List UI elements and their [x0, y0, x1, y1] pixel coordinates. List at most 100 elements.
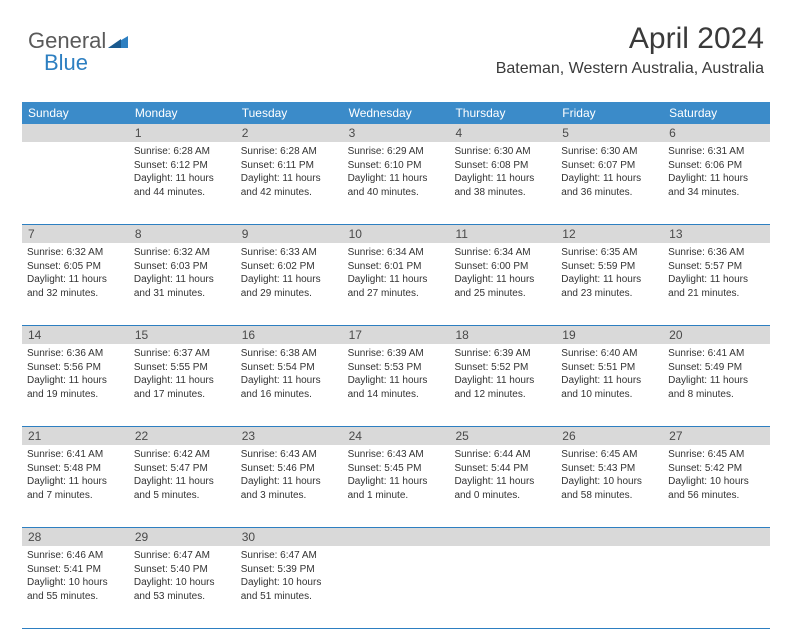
daylight-text: Daylight: 11 hours and 25 minutes. — [454, 273, 551, 300]
sunset-text: Sunset: 6:11 PM — [241, 159, 338, 173]
sunrise-text: Sunrise: 6:38 AM — [241, 347, 338, 361]
sunset-text: Sunset: 5:56 PM — [27, 361, 124, 375]
daylight-text: Daylight: 11 hours and 1 minute. — [348, 475, 445, 502]
day-cell: Sunrise: 6:31 AMSunset: 6:06 PMDaylight:… — [663, 142, 770, 224]
day-number-cell: 7 — [22, 225, 129, 243]
day-number-cell: 30 — [236, 528, 343, 546]
day-cell: Sunrise: 6:33 AMSunset: 6:02 PMDaylight:… — [236, 243, 343, 325]
sunset-text: Sunset: 6:03 PM — [134, 260, 231, 274]
sunrise-text: Sunrise: 6:34 AM — [454, 246, 551, 260]
day-cell: Sunrise: 6:35 AMSunset: 5:59 PMDaylight:… — [556, 243, 663, 325]
daylight-text: Daylight: 11 hours and 14 minutes. — [348, 374, 445, 401]
day-number-cell: 27 — [663, 427, 770, 445]
sunrise-text: Sunrise: 6:41 AM — [27, 448, 124, 462]
day-number-cell: 16 — [236, 326, 343, 344]
sunrise-text: Sunrise: 6:40 AM — [561, 347, 658, 361]
day-number-cell: 21 — [22, 427, 129, 445]
daylight-text: Daylight: 11 hours and 16 minutes. — [241, 374, 338, 401]
sunset-text: Sunset: 5:41 PM — [27, 563, 124, 577]
header-block: April 2024 Bateman, Western Australia, A… — [496, 22, 764, 78]
week-row: Sunrise: 6:41 AMSunset: 5:48 PMDaylight:… — [22, 445, 770, 528]
logo-triangle-icon — [108, 28, 128, 54]
daylight-text: Daylight: 11 hours and 34 minutes. — [668, 172, 765, 199]
day-number-row: 123456 — [22, 124, 770, 142]
day-cell: Sunrise: 6:47 AMSunset: 5:39 PMDaylight:… — [236, 546, 343, 628]
sunset-text: Sunset: 6:05 PM — [27, 260, 124, 274]
day-number-row: 78910111213 — [22, 225, 770, 243]
day-number-cell: 18 — [449, 326, 556, 344]
day-number-cell — [556, 528, 663, 546]
day-number-cell — [449, 528, 556, 546]
weekday-header-cell: Saturday — [663, 102, 770, 124]
sunset-text: Sunset: 5:46 PM — [241, 462, 338, 476]
sunrise-text: Sunrise: 6:43 AM — [241, 448, 338, 462]
day-number-cell — [343, 528, 450, 546]
day-cell: Sunrise: 6:38 AMSunset: 5:54 PMDaylight:… — [236, 344, 343, 426]
day-cell: Sunrise: 6:34 AMSunset: 6:00 PMDaylight:… — [449, 243, 556, 325]
day-cell: Sunrise: 6:43 AMSunset: 5:45 PMDaylight:… — [343, 445, 450, 527]
day-cell — [663, 546, 770, 628]
daylight-text: Daylight: 11 hours and 19 minutes. — [27, 374, 124, 401]
daylight-text: Daylight: 11 hours and 5 minutes. — [134, 475, 231, 502]
daylight-text: Daylight: 11 hours and 12 minutes. — [454, 374, 551, 401]
location-text: Bateman, Western Australia, Australia — [496, 60, 764, 78]
sunrise-text: Sunrise: 6:32 AM — [134, 246, 231, 260]
day-number-cell: 14 — [22, 326, 129, 344]
sunrise-text: Sunrise: 6:28 AM — [134, 145, 231, 159]
daylight-text: Daylight: 11 hours and 23 minutes. — [561, 273, 658, 300]
day-number-cell: 19 — [556, 326, 663, 344]
day-number-cell: 4 — [449, 124, 556, 142]
day-number-cell: 13 — [663, 225, 770, 243]
day-number-cell: 10 — [343, 225, 450, 243]
day-cell: Sunrise: 6:46 AMSunset: 5:41 PMDaylight:… — [22, 546, 129, 628]
sunset-text: Sunset: 5:55 PM — [134, 361, 231, 375]
day-number-row: 21222324252627 — [22, 427, 770, 445]
day-number-cell — [22, 124, 129, 142]
sunset-text: Sunset: 5:44 PM — [454, 462, 551, 476]
daylight-text: Daylight: 11 hours and 36 minutes. — [561, 172, 658, 199]
daylight-text: Daylight: 11 hours and 0 minutes. — [454, 475, 551, 502]
sunrise-text: Sunrise: 6:39 AM — [454, 347, 551, 361]
sunset-text: Sunset: 5:57 PM — [668, 260, 765, 274]
weeks-container: 123456Sunrise: 6:28 AMSunset: 6:12 PMDay… — [22, 124, 770, 629]
day-cell: Sunrise: 6:29 AMSunset: 6:10 PMDaylight:… — [343, 142, 450, 224]
day-cell: Sunrise: 6:30 AMSunset: 6:07 PMDaylight:… — [556, 142, 663, 224]
daylight-text: Daylight: 11 hours and 31 minutes. — [134, 273, 231, 300]
month-title: April 2024 — [496, 22, 764, 56]
sunrise-text: Sunrise: 6:39 AM — [348, 347, 445, 361]
weekday-header-cell: Tuesday — [236, 102, 343, 124]
day-number-cell: 9 — [236, 225, 343, 243]
daylight-text: Daylight: 11 hours and 7 minutes. — [27, 475, 124, 502]
day-number-cell: 22 — [129, 427, 236, 445]
day-cell: Sunrise: 6:37 AMSunset: 5:55 PMDaylight:… — [129, 344, 236, 426]
daylight-text: Daylight: 10 hours and 58 minutes. — [561, 475, 658, 502]
day-number-cell — [663, 528, 770, 546]
sunset-text: Sunset: 5:43 PM — [561, 462, 658, 476]
sunrise-text: Sunrise: 6:30 AM — [454, 145, 551, 159]
day-number-cell: 1 — [129, 124, 236, 142]
sunset-text: Sunset: 5:39 PM — [241, 563, 338, 577]
week-row: Sunrise: 6:46 AMSunset: 5:41 PMDaylight:… — [22, 546, 770, 629]
weekday-header-cell: Sunday — [22, 102, 129, 124]
day-number-cell: 20 — [663, 326, 770, 344]
day-cell: Sunrise: 6:43 AMSunset: 5:46 PMDaylight:… — [236, 445, 343, 527]
sunrise-text: Sunrise: 6:47 AM — [134, 549, 231, 563]
week-row: Sunrise: 6:28 AMSunset: 6:12 PMDaylight:… — [22, 142, 770, 225]
day-cell: Sunrise: 6:42 AMSunset: 5:47 PMDaylight:… — [129, 445, 236, 527]
daylight-text: Daylight: 11 hours and 38 minutes. — [454, 172, 551, 199]
sunset-text: Sunset: 5:53 PM — [348, 361, 445, 375]
sunset-text: Sunset: 5:59 PM — [561, 260, 658, 274]
day-number-cell: 3 — [343, 124, 450, 142]
sunset-text: Sunset: 5:49 PM — [668, 361, 765, 375]
week-row: Sunrise: 6:32 AMSunset: 6:05 PMDaylight:… — [22, 243, 770, 326]
daylight-text: Daylight: 11 hours and 32 minutes. — [27, 273, 124, 300]
sunrise-text: Sunrise: 6:43 AM — [348, 448, 445, 462]
day-cell: Sunrise: 6:41 AMSunset: 5:48 PMDaylight:… — [22, 445, 129, 527]
sunset-text: Sunset: 5:47 PM — [134, 462, 231, 476]
week-row: Sunrise: 6:36 AMSunset: 5:56 PMDaylight:… — [22, 344, 770, 427]
sunrise-text: Sunrise: 6:44 AM — [454, 448, 551, 462]
logo-text-2: Blue — [44, 50, 88, 76]
sunset-text: Sunset: 6:06 PM — [668, 159, 765, 173]
daylight-text: Daylight: 11 hours and 21 minutes. — [668, 273, 765, 300]
daylight-text: Daylight: 11 hours and 3 minutes. — [241, 475, 338, 502]
